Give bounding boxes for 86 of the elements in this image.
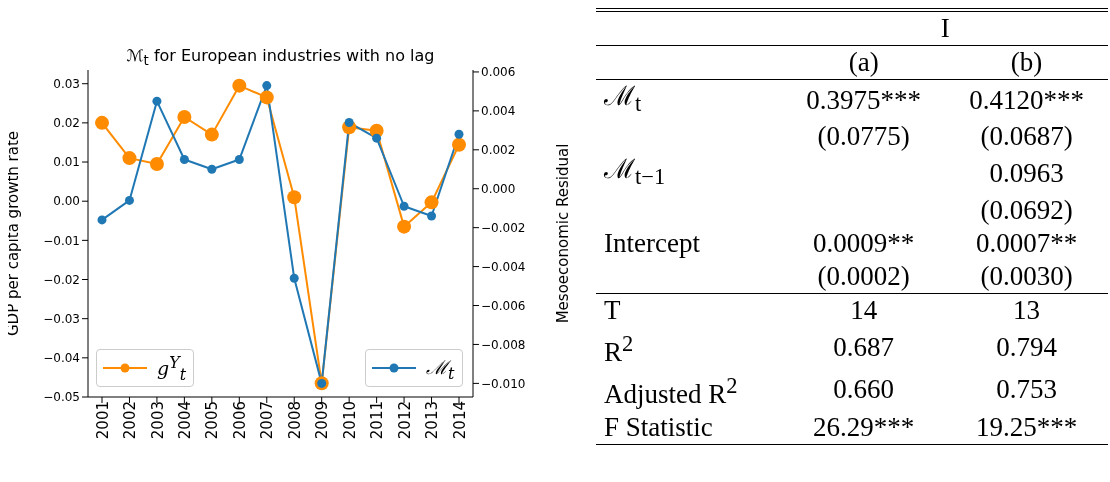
y2-tick-label: 0.004 bbox=[481, 104, 516, 119]
text: I bbox=[940, 13, 950, 43]
x-tick-label: 2010 bbox=[340, 401, 359, 440]
x-tick-label: 2011 bbox=[368, 401, 387, 440]
y2-tick-label: 0.006 bbox=[481, 65, 516, 80]
y2-tick-label: −0.004 bbox=[481, 259, 526, 274]
point bbox=[287, 190, 302, 205]
x-tick-label: 2009 bbox=[313, 401, 332, 440]
point bbox=[177, 109, 192, 124]
y2-tick-label: 0.002 bbox=[481, 143, 516, 158]
x-tick-label: 2004 bbox=[176, 401, 195, 440]
x-tick-label: 2002 bbox=[121, 401, 140, 440]
text: 0.660 bbox=[833, 374, 895, 405]
category-label: Adjusted R$^{2}$ bbox=[604, 372, 738, 409]
x-tick-label: 2007 bbox=[258, 401, 277, 440]
x-tick-label: 2005 bbox=[203, 401, 222, 440]
category-label: F Statistic bbox=[604, 411, 713, 442]
text: 0.794 bbox=[996, 332, 1057, 363]
point bbox=[124, 195, 134, 205]
point bbox=[454, 129, 464, 139]
x-tick-label: 2013 bbox=[423, 401, 442, 440]
point bbox=[424, 195, 439, 210]
y-tick-label: 0.03 bbox=[53, 76, 80, 91]
text: (0.0030) bbox=[980, 260, 1073, 291]
category-label: (b) bbox=[1010, 47, 1043, 77]
point bbox=[204, 127, 219, 142]
y-tick-label: 0.02 bbox=[53, 116, 80, 131]
text: 0.687 bbox=[833, 332, 895, 363]
category-label: ℳ$_{t}$ bbox=[604, 81, 642, 117]
point bbox=[427, 211, 437, 221]
point bbox=[149, 156, 164, 171]
chart-title: ℳ$_{t}$ for European industries with no lag bbox=[126, 46, 435, 69]
point bbox=[259, 90, 274, 105]
category-label: ℳ$_{t−1}$ bbox=[604, 154, 666, 190]
point bbox=[372, 133, 382, 143]
y2-tick-label: −0.008 bbox=[481, 337, 526, 352]
point bbox=[452, 137, 466, 152]
point bbox=[179, 155, 189, 165]
point bbox=[207, 164, 217, 174]
y2-tick-label: −0.006 bbox=[481, 298, 526, 313]
point bbox=[399, 201, 409, 211]
text: (0.0002) bbox=[817, 260, 910, 291]
text: 19.25*** bbox=[975, 411, 1078, 442]
y2-tick-label: 0.000 bbox=[481, 181, 516, 196]
point bbox=[232, 78, 247, 93]
y2-tick-label: −0.002 bbox=[481, 220, 526, 235]
text: (0.0775) bbox=[817, 121, 910, 152]
text: 0.753 bbox=[996, 374, 1057, 405]
text: 0.0009** bbox=[813, 227, 915, 258]
x-tick-label: 2012 bbox=[395, 401, 414, 440]
point bbox=[152, 96, 162, 106]
category-label: R$^{2}$ bbox=[604, 330, 634, 367]
category-label: T bbox=[604, 294, 621, 325]
text: 0.3975*** bbox=[806, 84, 922, 115]
text: 0.4120*** bbox=[969, 84, 1084, 115]
text: 13 bbox=[1013, 294, 1041, 325]
category-label: Intercept bbox=[604, 227, 700, 258]
point bbox=[122, 151, 137, 166]
legend-label: ℳ$_{t}$ bbox=[426, 355, 455, 383]
text: 0.0007** bbox=[975, 227, 1078, 258]
x-tick-label: 2006 bbox=[230, 401, 249, 440]
text: 0.0963 bbox=[989, 158, 1064, 189]
point bbox=[97, 215, 107, 225]
text: 26.29*** bbox=[813, 411, 915, 442]
y2-tick-label: −0.010 bbox=[481, 376, 526, 391]
x-tick-label: 2008 bbox=[285, 401, 304, 440]
text: (0.0687) bbox=[980, 121, 1073, 152]
x-tick-label: 2001 bbox=[93, 401, 112, 440]
y-tick-label: 0.00 bbox=[53, 194, 80, 209]
text: (0.0692) bbox=[980, 194, 1073, 225]
point bbox=[289, 273, 299, 283]
y-tick-label: 0.01 bbox=[53, 155, 80, 170]
y-tick-label: −0.04 bbox=[43, 351, 80, 366]
text: 14 bbox=[850, 294, 878, 325]
y-tick-label: −0.01 bbox=[43, 233, 80, 248]
y-tick-label: −0.05 bbox=[43, 390, 80, 405]
category-label: (a) bbox=[848, 47, 879, 77]
point bbox=[262, 81, 272, 91]
y-tick-label: −0.02 bbox=[43, 272, 80, 287]
x-tick-label: 2003 bbox=[148, 401, 167, 440]
y2-axis-title: Mesoeconomic Residual bbox=[554, 143, 573, 324]
y-tick-label: −0.03 bbox=[43, 311, 80, 326]
point bbox=[95, 115, 109, 130]
x-tick-label: 2014 bbox=[450, 401, 469, 440]
point bbox=[234, 155, 244, 165]
point bbox=[397, 219, 412, 234]
